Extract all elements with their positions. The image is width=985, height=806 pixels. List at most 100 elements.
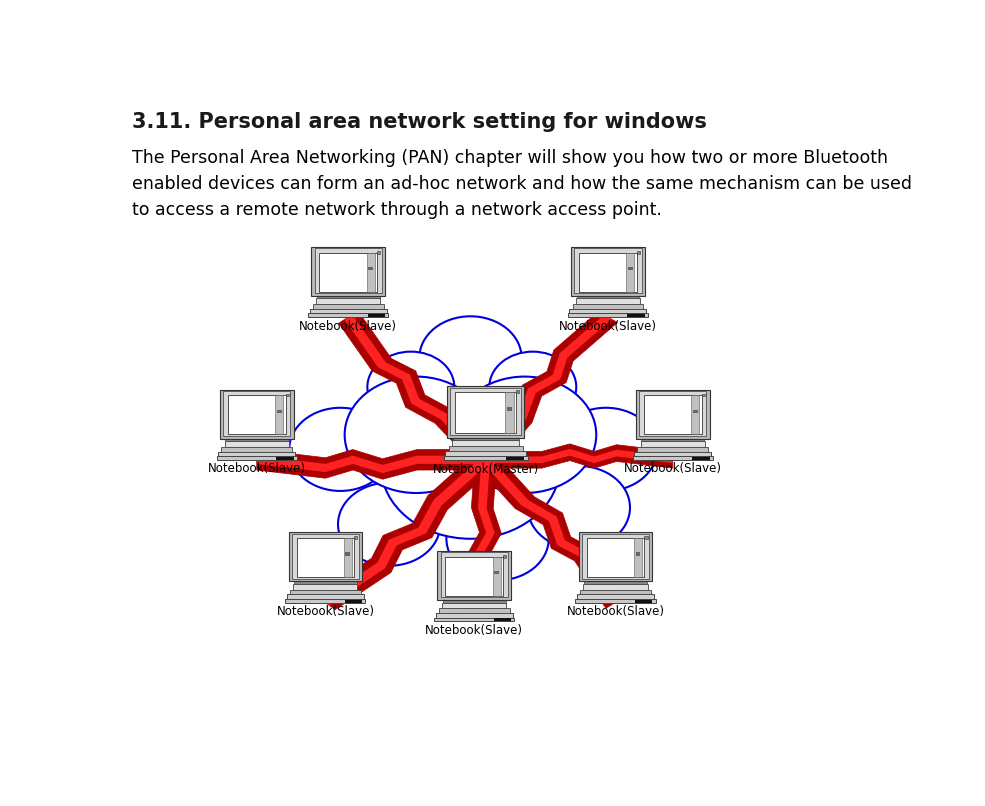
Bar — [635, 552, 640, 555]
Bar — [637, 447, 708, 451]
Text: 3.11. Personal area network setting for windows: 3.11. Personal area network setting for … — [132, 112, 707, 132]
Polygon shape — [486, 444, 673, 468]
Bar — [294, 584, 358, 590]
Text: Notebook(Slave): Notebook(Slave) — [277, 605, 374, 618]
Circle shape — [555, 408, 657, 491]
Circle shape — [290, 408, 391, 491]
Polygon shape — [257, 450, 486, 480]
Bar — [440, 552, 508, 597]
Bar — [691, 395, 699, 434]
Polygon shape — [486, 449, 673, 463]
Bar — [506, 407, 512, 410]
Bar — [220, 390, 294, 438]
Bar — [494, 571, 499, 574]
Bar — [225, 441, 289, 447]
Polygon shape — [345, 314, 490, 462]
Bar — [311, 247, 385, 296]
Bar — [291, 590, 361, 594]
Bar — [445, 557, 503, 596]
Text: Notebook(Slave): Notebook(Slave) — [624, 463, 722, 476]
Bar — [576, 298, 640, 305]
Bar — [366, 252, 374, 292]
Bar — [319, 252, 377, 292]
Bar — [453, 438, 518, 440]
Bar — [443, 600, 505, 603]
Bar — [584, 581, 647, 584]
Bar — [636, 251, 640, 254]
Bar — [572, 305, 643, 309]
Circle shape — [345, 376, 488, 493]
Polygon shape — [476, 454, 625, 609]
Bar — [644, 395, 701, 434]
Bar — [228, 395, 286, 434]
Bar — [292, 534, 360, 579]
Bar — [701, 393, 705, 397]
Bar — [577, 594, 654, 599]
Polygon shape — [339, 311, 495, 466]
Polygon shape — [482, 458, 620, 604]
Bar — [582, 534, 649, 579]
Bar — [636, 390, 709, 438]
Bar — [295, 581, 357, 584]
Bar — [308, 314, 388, 317]
Bar — [503, 555, 506, 558]
Bar — [276, 457, 294, 459]
Bar — [226, 438, 288, 441]
Bar — [567, 314, 648, 317]
Bar — [639, 391, 706, 436]
Bar — [492, 557, 500, 596]
Text: Notebook(Master): Notebook(Master) — [432, 463, 539, 476]
Bar — [219, 451, 296, 456]
Circle shape — [453, 376, 596, 493]
Bar — [644, 536, 647, 539]
Circle shape — [381, 393, 559, 538]
Bar — [447, 386, 524, 438]
Text: Notebook(Slave): Notebook(Slave) — [558, 320, 657, 333]
Bar — [287, 594, 363, 599]
Bar — [569, 309, 646, 314]
Bar — [516, 390, 519, 393]
Bar — [575, 599, 656, 603]
Circle shape — [490, 351, 576, 422]
Bar — [627, 314, 645, 317]
Bar — [632, 456, 713, 459]
Polygon shape — [316, 453, 495, 609]
Bar — [626, 252, 634, 292]
Bar — [217, 456, 296, 459]
Bar — [310, 309, 387, 314]
Bar — [455, 392, 516, 433]
Bar — [450, 388, 521, 434]
Bar — [583, 584, 647, 590]
Text: Notebook(Slave): Notebook(Slave) — [426, 624, 523, 637]
Bar — [317, 296, 379, 298]
Bar — [634, 538, 642, 577]
Text: Notebook(Slave): Notebook(Slave) — [208, 463, 305, 476]
Polygon shape — [476, 312, 618, 465]
Bar — [434, 617, 514, 621]
Bar — [579, 252, 636, 292]
Circle shape — [446, 497, 549, 580]
Text: The Personal Area Networking (PAN) chapter will show you how two or more Bluetoo: The Personal Area Networking (PAN) chapt… — [132, 149, 912, 219]
Polygon shape — [482, 315, 612, 462]
Bar — [443, 456, 528, 459]
Bar — [344, 538, 352, 577]
Text: Notebook(Slave): Notebook(Slave) — [299, 320, 397, 333]
Text: Notebook(Slave): Notebook(Slave) — [566, 605, 665, 618]
Bar — [355, 536, 358, 539]
Bar — [286, 393, 289, 397]
Bar — [452, 440, 519, 447]
Circle shape — [528, 466, 630, 549]
Bar — [275, 395, 283, 434]
Bar — [634, 600, 652, 603]
Bar — [289, 533, 362, 581]
Bar — [634, 451, 711, 456]
Circle shape — [367, 351, 454, 422]
Bar — [571, 247, 645, 296]
Bar — [442, 603, 506, 609]
Bar — [313, 305, 383, 309]
Bar — [574, 248, 641, 293]
Polygon shape — [257, 455, 486, 473]
Bar — [445, 451, 526, 456]
Bar — [692, 409, 697, 413]
Bar — [314, 248, 382, 293]
